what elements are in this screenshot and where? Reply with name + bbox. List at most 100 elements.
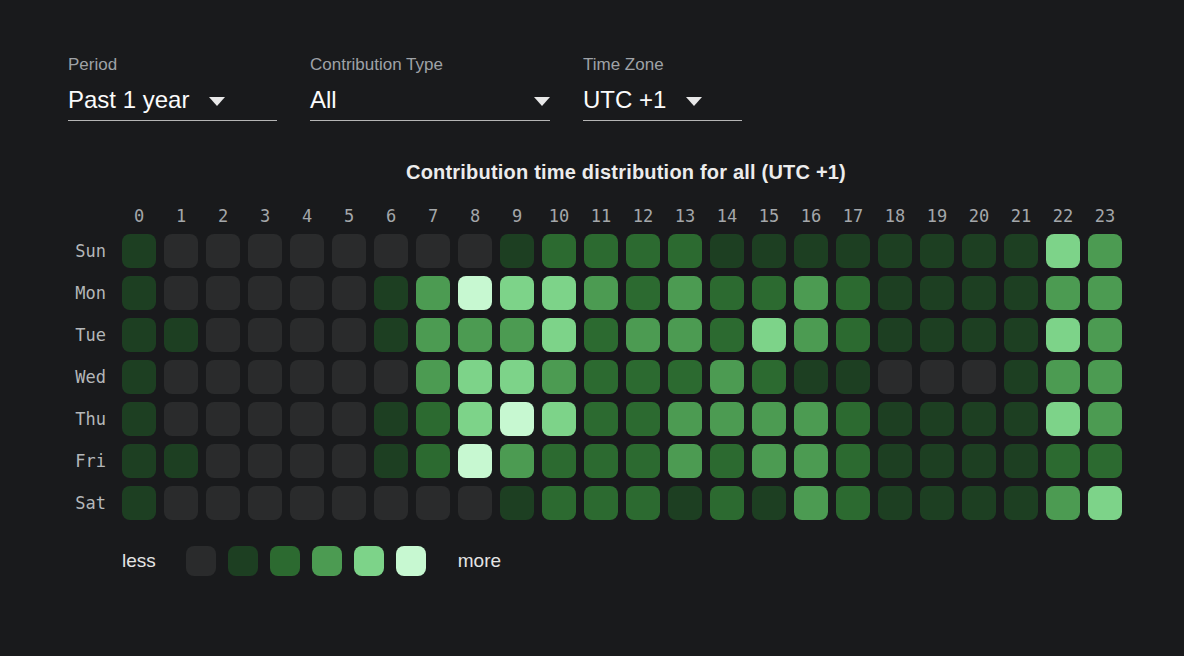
period-select[interactable]: Past 1 year xyxy=(68,89,277,121)
heatmap-cell xyxy=(836,444,870,478)
heatmap-cell xyxy=(794,444,828,478)
heatmap-cell xyxy=(920,402,954,436)
chart-title: Contribution time distribution for all (… xyxy=(122,161,1130,184)
heatmap-cell xyxy=(458,486,492,520)
heatmap-cell xyxy=(164,444,198,478)
heatmap-cell xyxy=(290,276,324,310)
axis-label-day: Mon xyxy=(68,283,114,303)
heatmap-cell xyxy=(584,486,618,520)
heatmap-cell xyxy=(248,318,282,352)
period-dropdown[interactable]: Period Past 1 year xyxy=(68,54,277,121)
contribution-type-label: Contribution Type xyxy=(310,54,550,76)
heatmap-cell xyxy=(500,234,534,268)
heatmap-cell xyxy=(752,318,786,352)
heatmap-cell xyxy=(584,444,618,478)
contribution-type-select[interactable]: All xyxy=(310,89,550,121)
heatmap-cell xyxy=(458,360,492,394)
heatmap-cell xyxy=(584,234,618,268)
heatmap-cell xyxy=(206,276,240,310)
time-zone-select[interactable]: UTC +1 xyxy=(583,89,742,121)
heatmap-cell xyxy=(122,360,156,394)
heatmap-cell xyxy=(710,486,744,520)
time-zone-dropdown[interactable]: Time Zone UTC +1 xyxy=(583,54,742,121)
axis-label-hour: 15 xyxy=(752,200,786,226)
heatmap-cell xyxy=(878,444,912,478)
heatmap-cell xyxy=(500,444,534,478)
heatmap-cell xyxy=(836,402,870,436)
axis-label-hour: 5 xyxy=(332,200,366,226)
heatmap-cell xyxy=(1004,276,1038,310)
heatmap-cell xyxy=(794,360,828,394)
heatmap-cell xyxy=(374,234,408,268)
axis-label-hour: 22 xyxy=(1046,200,1080,226)
heatmap-cell xyxy=(626,486,660,520)
heatmap-cell xyxy=(332,402,366,436)
heatmap-cell xyxy=(710,360,744,394)
heatmap-cell xyxy=(1004,318,1038,352)
heatmap-cell xyxy=(122,486,156,520)
heatmap-cell xyxy=(878,276,912,310)
heatmap-cell xyxy=(1004,444,1038,478)
heatmap-cell xyxy=(416,276,450,310)
chevron-down-icon xyxy=(534,97,550,106)
heatmap-cell xyxy=(122,234,156,268)
heatmap-cell xyxy=(290,318,324,352)
heatmap-grid: 01234567891011121314151617181920212223Su… xyxy=(68,200,1184,520)
heatmap-cell xyxy=(1004,402,1038,436)
axis-label-hour: 6 xyxy=(374,200,408,226)
heatmap-cell xyxy=(458,234,492,268)
heatmap-cell xyxy=(920,486,954,520)
axis-label-hour: 10 xyxy=(542,200,576,226)
heatmap-cell xyxy=(248,234,282,268)
axis-label-day: Sun xyxy=(68,241,114,261)
legend-swatches xyxy=(186,546,426,576)
heatmap-cell xyxy=(164,318,198,352)
legend-swatch xyxy=(354,546,384,576)
heatmap-cell xyxy=(878,402,912,436)
heatmap-cell xyxy=(542,444,576,478)
heatmap-cell xyxy=(836,276,870,310)
heatmap-cell xyxy=(710,318,744,352)
heatmap-cell xyxy=(248,360,282,394)
heatmap-cell xyxy=(962,486,996,520)
heatmap-cell xyxy=(584,276,618,310)
heatmap-cell xyxy=(1088,276,1122,310)
contribution-type-dropdown[interactable]: Contribution Type All xyxy=(310,54,550,121)
heatmap-cell xyxy=(332,276,366,310)
axis-label-day: Sat xyxy=(68,493,114,513)
axis-label-hour: 9 xyxy=(500,200,534,226)
legend-swatch xyxy=(312,546,342,576)
legend-swatch xyxy=(186,546,216,576)
heatmap-cell xyxy=(1046,402,1080,436)
axis-label-hour: 20 xyxy=(962,200,996,226)
heatmap-cell xyxy=(794,234,828,268)
axis-label-hour: 1 xyxy=(164,200,198,226)
legend-swatch xyxy=(228,546,258,576)
heatmap-cell xyxy=(920,276,954,310)
contribution-analytics-page: Period Past 1 year Contribution Type All… xyxy=(0,0,1184,576)
heatmap-cell xyxy=(458,276,492,310)
heatmap-cell xyxy=(374,318,408,352)
heatmap-cell xyxy=(122,276,156,310)
heatmap-legend: less more xyxy=(122,546,1184,576)
heatmap-cell xyxy=(962,234,996,268)
heatmap-cell xyxy=(752,360,786,394)
heatmap-cell xyxy=(920,234,954,268)
heatmap-cell xyxy=(122,402,156,436)
heatmap-cell xyxy=(752,276,786,310)
heatmap-cell xyxy=(794,402,828,436)
heatmap-cell xyxy=(164,276,198,310)
heatmap-cell xyxy=(1088,234,1122,268)
heatmap-cell xyxy=(710,234,744,268)
heatmap-cell xyxy=(416,234,450,268)
heatmap-cell xyxy=(584,318,618,352)
heatmap-cell xyxy=(752,486,786,520)
heatmap-cell xyxy=(710,276,744,310)
heatmap-cell xyxy=(206,318,240,352)
heatmap-cell xyxy=(836,318,870,352)
heatmap-cell xyxy=(248,402,282,436)
heatmap-cell xyxy=(668,234,702,268)
axis-label-hour: 0 xyxy=(122,200,156,226)
heatmap-cell xyxy=(500,360,534,394)
heatmap-cell xyxy=(290,234,324,268)
